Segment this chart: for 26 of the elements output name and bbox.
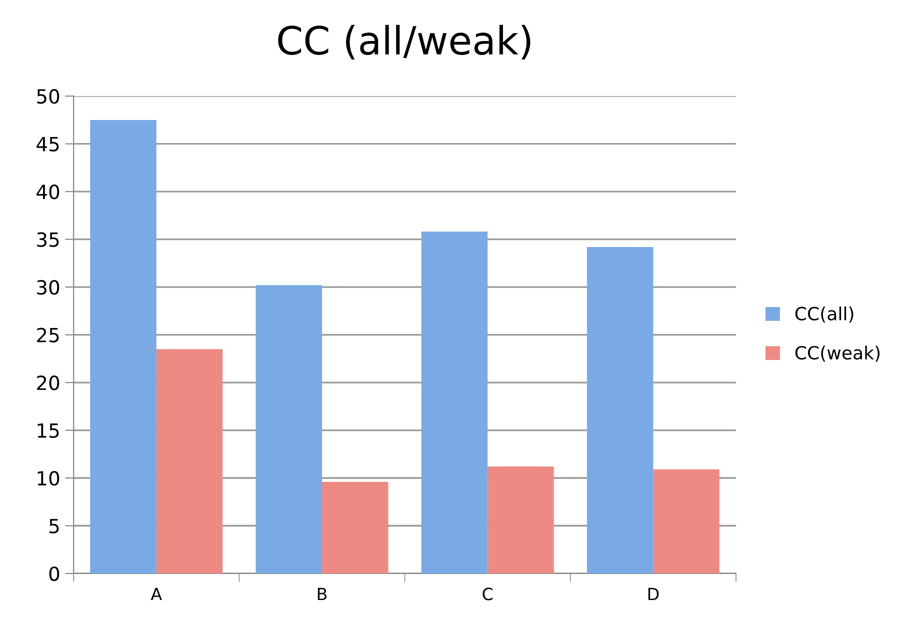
legend-label: CC(weak) bbox=[795, 346, 880, 362]
bar bbox=[156, 349, 223, 574]
y-tick-label: 30 bbox=[37, 280, 60, 295]
x-tick-label: B bbox=[318, 588, 327, 600]
bar bbox=[488, 466, 554, 574]
x-tick-label: D bbox=[648, 588, 659, 600]
x-tick-label: C bbox=[482, 588, 493, 600]
x-tick-label: A bbox=[150, 588, 162, 600]
bar bbox=[322, 482, 388, 574]
bar bbox=[90, 120, 156, 574]
bar bbox=[586, 246, 654, 574]
bar bbox=[653, 469, 720, 574]
legend-label: CC(all) bbox=[795, 306, 854, 323]
bar bbox=[256, 285, 322, 574]
y-tick-label: 25 bbox=[37, 328, 59, 342]
y-tick-label: 40 bbox=[36, 184, 60, 200]
y-tick-label: 35 bbox=[37, 232, 59, 247]
chart-title: CC (all/weak) bbox=[278, 24, 530, 60]
bar bbox=[421, 232, 488, 574]
y-tick-label: 0 bbox=[49, 566, 60, 582]
y-tick-label: 50 bbox=[37, 89, 60, 104]
y-tick-label: 5 bbox=[50, 518, 59, 534]
y-tick-label: 10 bbox=[38, 470, 60, 486]
y-tick-label: 45 bbox=[36, 137, 59, 152]
y-tick-label: 20 bbox=[37, 375, 60, 390]
y-tick-label: 15 bbox=[38, 423, 59, 438]
